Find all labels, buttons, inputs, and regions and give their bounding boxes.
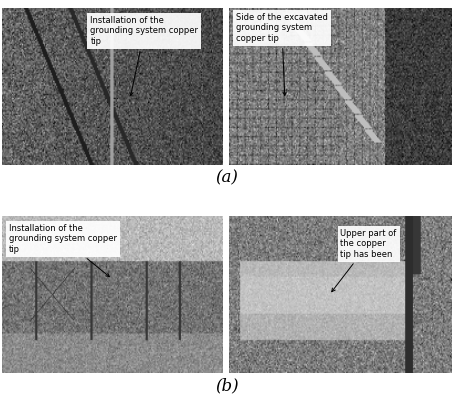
Text: Installation of the
grounding system copper
tip: Installation of the grounding system cop… bbox=[90, 16, 198, 95]
Text: Upper part of
the copper
tip has been: Upper part of the copper tip has been bbox=[332, 229, 397, 292]
Text: (b): (b) bbox=[215, 377, 239, 394]
Text: Installation of the
grounding system copper
tip: Installation of the grounding system cop… bbox=[9, 224, 117, 277]
Text: (a): (a) bbox=[216, 169, 238, 186]
Text: Side of the excavated
grounding system
copper tip: Side of the excavated grounding system c… bbox=[236, 13, 328, 95]
